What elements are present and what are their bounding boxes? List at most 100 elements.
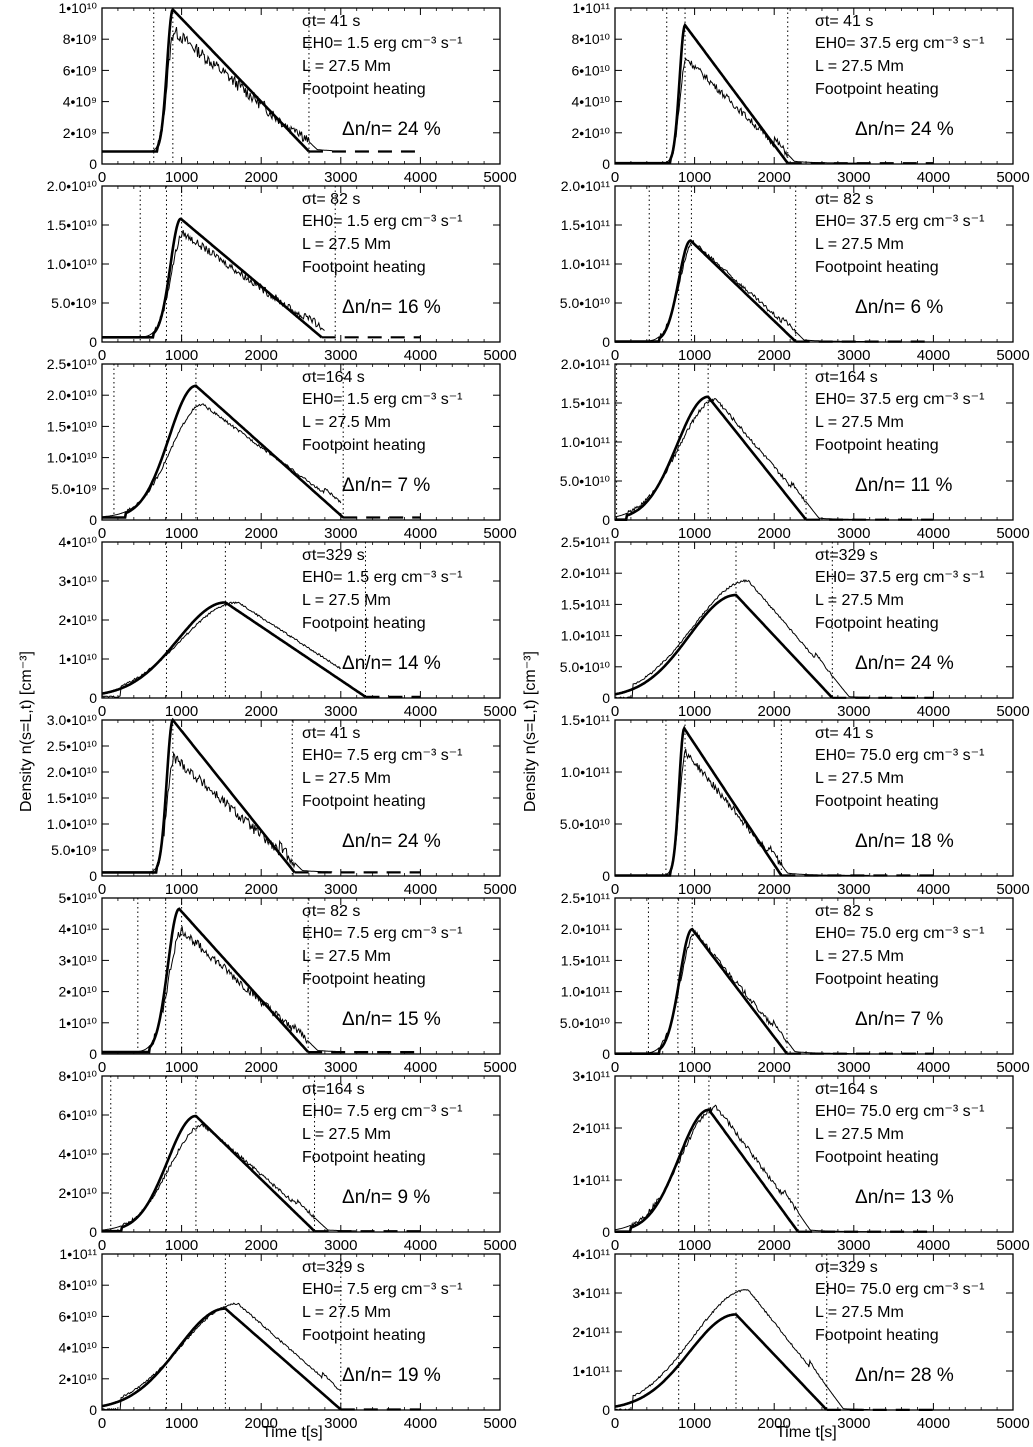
y-tick-label: 1•10¹⁰ (58, 1015, 97, 1031)
y-tick-label: 1.5•10¹¹ (561, 952, 611, 968)
length-annotation: L = 27.5 Mm (302, 592, 391, 609)
model-curve (615, 927, 788, 1055)
x-tick-label: 1000 (165, 703, 198, 720)
y-tick-label: 1.0•10¹¹ (561, 256, 611, 272)
x-axis-label-right: Time t[s] (776, 1424, 837, 1441)
simulated-curve (101, 1302, 342, 1411)
x-tick-label: 4000 (404, 1237, 437, 1254)
plot-frame (614, 363, 1014, 521)
x-tick-label: 3000 (324, 1415, 357, 1432)
simulated-curve (615, 929, 870, 1055)
y-tick-label: 1.0•10¹⁰ (47, 450, 98, 466)
energy-annotation: EH0= 75.0 erg cm⁻³ s⁻¹ (815, 1103, 984, 1120)
x-tick-label: 2000 (245, 525, 278, 542)
length-annotation: L = 27.5 Mm (815, 1126, 904, 1143)
x-tick-label: 0 (98, 703, 106, 720)
length-annotation: L = 27.5 Mm (815, 414, 904, 431)
y-tick-label: 4•10¹⁰ (58, 1146, 97, 1162)
x-tick-label: 2000 (245, 1237, 278, 1254)
heating-annotation: Footpoint heating (302, 793, 426, 810)
y-tick-label: 3•10¹⁰ (58, 573, 97, 589)
x-tick-label: 1000 (678, 703, 711, 720)
model-curve (102, 217, 323, 339)
sigma-annotation: σt= 82 s (302, 191, 360, 208)
x-tick-label: 0 (611, 1237, 619, 1254)
y-tick-label: 5.0•10¹⁰ (560, 295, 611, 311)
model-curve (102, 717, 296, 874)
x-tick-label: 4000 (917, 703, 950, 720)
x-tick-label: 2000 (758, 703, 791, 720)
y-tick-label: 0 (89, 334, 97, 350)
delta-annotation: Δn/n= 18 % (855, 831, 954, 852)
y-tick-label: 0 (602, 690, 610, 706)
y-tick-label: 2.0•10¹¹ (561, 565, 611, 581)
x-tick-label: 1000 (165, 347, 198, 364)
delta-annotation: Δn/n= 16 % (342, 297, 441, 318)
heating-annotation: Footpoint heating (815, 971, 939, 988)
simulated-curve (615, 748, 870, 876)
energy-annotation: EH0= 1.5 erg cm⁻³ s⁻¹ (302, 35, 463, 52)
energy-annotation: EH0= 7.5 erg cm⁻³ s⁻¹ (302, 1281, 463, 1298)
x-tick-label: 0 (98, 525, 106, 542)
x-tick-label: 3000 (324, 1237, 357, 1254)
x-tick-label: 3000 (837, 1237, 870, 1254)
simulated-curve (102, 26, 333, 152)
y-tick-label: 2.5•10¹¹ (561, 890, 611, 906)
simulated-curve (615, 239, 870, 343)
y-tick-label: 2•10¹⁰ (58, 612, 97, 628)
y-tick-label: 2•10⁹ (63, 125, 97, 141)
delta-annotation: Δn/n= 7 % (855, 1009, 943, 1030)
y-tick-label: 2•10¹⁰ (571, 125, 610, 141)
heating-annotation: Footpoint heating (302, 971, 426, 988)
simulated-curve (614, 579, 870, 699)
plot-frame (614, 897, 1014, 1055)
panel-5: 0 1000 2000 3000 4000 5000 0 5.0•10⁹ 1.0•10¹⁰ 1.5… (47, 356, 517, 542)
panel-4: 0 1000 2000 3000 4000 5000 0 5.0•10¹⁰ 1.0•10¹¹ 1.… (560, 178, 1030, 364)
x-tick-label: 4000 (917, 881, 950, 898)
y-tick-label: 1•10¹¹ (572, 1363, 610, 1379)
plot-frame (101, 1253, 501, 1411)
x-tick-label: 4000 (404, 169, 437, 186)
x-tick-label: 1000 (165, 1237, 198, 1254)
x-tick-label: 5000 (996, 169, 1029, 186)
y-tick-label: 1.5•10¹¹ (561, 712, 611, 728)
plot-frame (101, 7, 501, 165)
x-tick-label: 0 (98, 1415, 106, 1432)
energy-annotation: EH0= 7.5 erg cm⁻³ s⁻¹ (302, 747, 463, 764)
sigma-annotation: σt=164 s (302, 369, 365, 386)
x-tick-label: 4000 (404, 347, 437, 364)
energy-annotation: EH0= 1.5 erg cm⁻³ s⁻¹ (302, 569, 463, 586)
x-tick-label: 3000 (837, 703, 870, 720)
x-tick-label: 0 (611, 703, 619, 720)
energy-annotation: EH0= 37.5 erg cm⁻³ s⁻¹ (815, 213, 984, 230)
energy-annotation: EH0= 37.5 erg cm⁻³ s⁻¹ (815, 35, 984, 52)
y-tick-label: 1.0•10¹⁰ (47, 256, 98, 272)
model-curve (102, 7, 310, 153)
panel-3: 0 1000 2000 3000 4000 5000 0 5.0•10⁹ 1.0•10¹⁰ 1.5… (47, 178, 517, 364)
energy-annotation: EH0= 37.5 erg cm⁻³ s⁻¹ (815, 391, 984, 408)
x-tick-label: 3000 (837, 347, 870, 364)
plot-frame (614, 1075, 1014, 1233)
sigma-annotation: σt= 82 s (815, 191, 873, 208)
y-tick-label: 2.5•10¹¹ (561, 534, 611, 550)
delta-annotation: Δn/n= 24 % (342, 831, 441, 852)
x-tick-label: 5000 (996, 347, 1029, 364)
panel-11: 0 1000 2000 3000 4000 5000 0 1•10¹⁰ 2•10¹⁰ 3•10¹⁰… (58, 890, 516, 1076)
length-annotation: L = 27.5 Mm (302, 1304, 391, 1321)
y-tick-label: 5.0•10¹⁰ (560, 1015, 611, 1031)
y-tick-label: 2•10¹⁰ (58, 1185, 97, 1201)
y-tick-label: 2.0•10¹⁰ (47, 764, 98, 780)
energy-annotation: EH0= 7.5 erg cm⁻³ s⁻¹ (302, 925, 463, 942)
length-annotation: L = 27.5 Mm (815, 236, 904, 253)
x-tick-label: 5000 (483, 1059, 516, 1076)
x-tick-label: 1000 (165, 1415, 198, 1432)
y-tick-label: 0 (602, 1224, 610, 1240)
y-tick-label: 1.0•10¹⁰ (47, 816, 98, 832)
x-tick-label: 1000 (165, 881, 198, 898)
y-tick-label: 6•10¹⁰ (58, 1107, 97, 1123)
x-tick-label: 1000 (678, 169, 711, 186)
y-tick-label: 4•10⁹ (63, 94, 97, 110)
x-tick-label: 1000 (678, 1059, 711, 1076)
x-tick-label: 0 (611, 1059, 619, 1076)
heating-annotation: Footpoint heating (302, 81, 426, 98)
